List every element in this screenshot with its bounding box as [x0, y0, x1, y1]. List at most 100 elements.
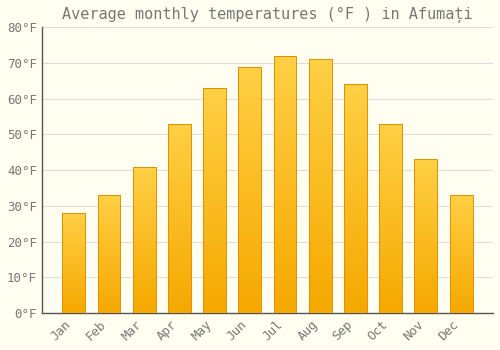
Bar: [274, 205, 296, 210]
Bar: [238, 160, 262, 165]
Bar: [379, 124, 402, 127]
Bar: [238, 269, 262, 274]
Bar: [62, 303, 85, 305]
Bar: [238, 175, 262, 180]
Bar: [309, 303, 332, 308]
Bar: [238, 224, 262, 229]
Bar: [379, 131, 402, 135]
Bar: [379, 215, 402, 218]
Bar: [168, 184, 191, 188]
Bar: [274, 138, 296, 143]
Bar: [62, 223, 85, 225]
Bar: [344, 199, 367, 203]
Bar: [62, 283, 85, 285]
Bar: [414, 295, 438, 298]
Bar: [344, 308, 367, 313]
Bar: [309, 166, 332, 171]
Bar: [344, 121, 367, 126]
Bar: [132, 173, 156, 175]
Bar: [168, 131, 191, 135]
Bar: [379, 135, 402, 139]
Bar: [379, 207, 402, 211]
Bar: [379, 230, 402, 233]
Bar: [238, 91, 262, 96]
Bar: [344, 93, 367, 98]
Bar: [414, 255, 438, 258]
Bar: [450, 296, 472, 299]
Bar: [309, 217, 332, 222]
Bar: [168, 298, 191, 302]
Bar: [98, 221, 120, 224]
Bar: [414, 258, 438, 261]
Bar: [379, 260, 402, 264]
Bar: [379, 309, 402, 313]
Bar: [168, 264, 191, 268]
Bar: [132, 178, 156, 181]
Bar: [450, 285, 472, 287]
Bar: [238, 234, 262, 239]
Bar: [450, 226, 472, 228]
Bar: [203, 191, 226, 196]
Bar: [450, 247, 472, 250]
Bar: [450, 238, 472, 240]
Bar: [309, 298, 332, 303]
Bar: [274, 251, 296, 257]
Bar: [168, 143, 191, 146]
Bar: [62, 257, 85, 259]
Bar: [414, 248, 438, 252]
Bar: [344, 148, 367, 153]
Bar: [62, 291, 85, 293]
Bar: [168, 237, 191, 241]
Bar: [203, 138, 226, 142]
Bar: [274, 174, 296, 179]
Bar: [203, 210, 226, 214]
Bar: [98, 216, 120, 219]
Bar: [62, 267, 85, 269]
Bar: [238, 200, 262, 205]
Bar: [379, 181, 402, 184]
Bar: [238, 116, 262, 121]
Bar: [132, 205, 156, 208]
Bar: [238, 205, 262, 210]
Bar: [274, 184, 296, 190]
Bar: [414, 301, 438, 304]
Bar: [168, 290, 191, 294]
Bar: [238, 66, 262, 313]
Bar: [450, 202, 472, 205]
Bar: [238, 180, 262, 185]
Bar: [62, 249, 85, 251]
Bar: [132, 246, 156, 248]
Bar: [274, 210, 296, 215]
Bar: [450, 219, 472, 221]
Bar: [309, 288, 332, 293]
Bar: [62, 279, 85, 281]
Bar: [379, 233, 402, 237]
Bar: [450, 242, 472, 245]
Bar: [132, 275, 156, 278]
Bar: [344, 245, 367, 249]
Bar: [168, 135, 191, 139]
Bar: [168, 139, 191, 143]
Bar: [238, 101, 262, 106]
Bar: [132, 196, 156, 199]
Bar: [379, 158, 402, 162]
Bar: [168, 252, 191, 256]
Bar: [203, 169, 226, 174]
Bar: [450, 287, 472, 289]
Bar: [309, 85, 332, 90]
Bar: [203, 290, 226, 295]
Bar: [238, 146, 262, 150]
Bar: [450, 195, 472, 313]
Bar: [414, 279, 438, 282]
Bar: [203, 264, 226, 268]
Bar: [309, 60, 332, 313]
Bar: [168, 124, 191, 313]
Bar: [274, 190, 296, 195]
Bar: [274, 56, 296, 61]
Bar: [274, 241, 296, 246]
Bar: [98, 202, 120, 205]
Bar: [98, 287, 120, 289]
Bar: [274, 92, 296, 97]
Bar: [98, 197, 120, 200]
Bar: [238, 284, 262, 288]
